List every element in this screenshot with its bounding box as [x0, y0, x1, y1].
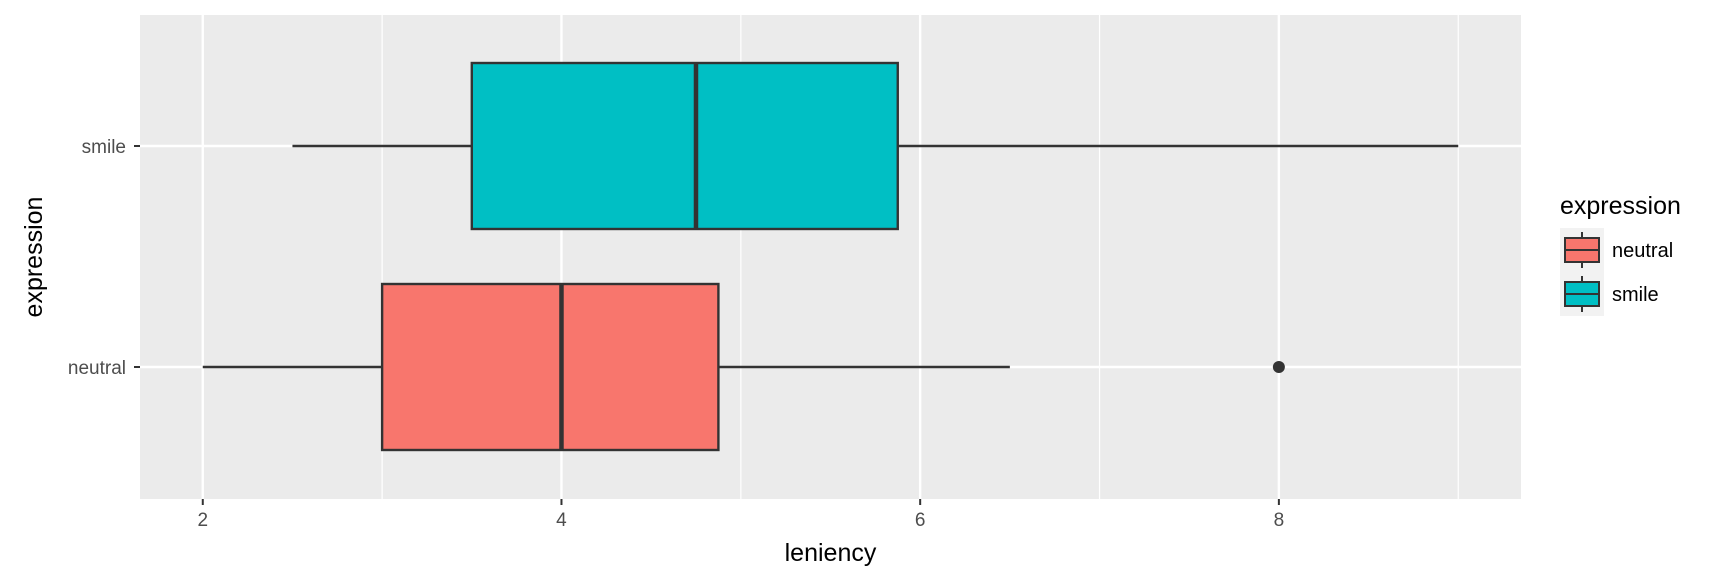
legend-key-smile [1560, 272, 1604, 316]
legend-label: neutral [1612, 240, 1673, 262]
x-axis-title: leniency [785, 539, 877, 567]
box-neutral [202, 282, 1285, 452]
y-tick-label: smile [82, 137, 126, 158]
y-axis-title: expression [20, 197, 48, 318]
iqr-box [380, 282, 720, 452]
y-axis: neutral smile [68, 137, 140, 379]
legend-title: expression [1560, 192, 1681, 220]
legend-label: smile [1612, 284, 1659, 306]
boxes [202, 61, 1459, 452]
y-tick-label: neutral [68, 358, 126, 379]
legend: expression neutral smile [1560, 192, 1681, 316]
x-tick-label: 6 [915, 510, 926, 531]
iqr-box [470, 61, 899, 231]
x-tick-label: 4 [556, 510, 567, 531]
box-smile [292, 61, 1459, 231]
outlier-point [1272, 361, 1285, 373]
x-tick-label: 2 [197, 510, 208, 531]
x-axis: 2 4 6 8 [197, 499, 1284, 531]
legend-key-neutral [1560, 228, 1604, 272]
x-tick-label: 8 [1274, 510, 1285, 531]
